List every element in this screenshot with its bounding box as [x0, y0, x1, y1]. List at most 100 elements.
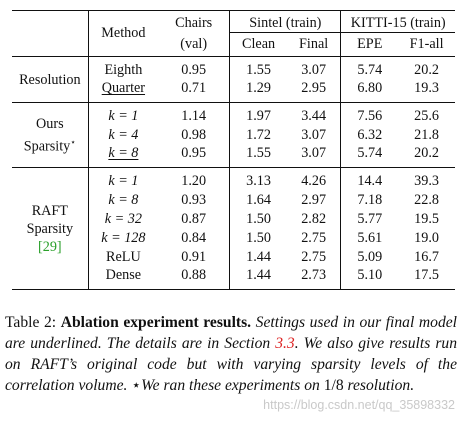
clean-cell: 3.13 [230, 168, 287, 191]
epe-cell: 6.80 [341, 80, 398, 103]
method-cell: k = 1 [88, 103, 158, 126]
chairs-cell-text: 1.14 [181, 107, 207, 124]
caption-text-b: . We also give results run on RAFT’s ori… [5, 335, 457, 394]
epe-cell-text: 5.09 [357, 248, 383, 265]
chairs-cell-text: 0.87 [181, 210, 207, 227]
f1all-cell-text: 39.3 [414, 172, 439, 189]
table-body: Resolution Eighth 0.95 1.55 3.07 5.74 20.2 Quar… [12, 56, 455, 290]
epe-cell: 5.74 [341, 57, 398, 80]
epe-cell-text: 7.18 [357, 191, 383, 208]
method-cell-text: Quarter [101, 80, 146, 97]
chairs-header: Chairs [158, 10, 231, 33]
chairs-cell-text: 1.20 [181, 172, 207, 189]
method-cell-text: Eighth [104, 61, 143, 78]
clean-cell-text: 1.55 [246, 61, 271, 78]
final-cell-text: 3.07 [301, 126, 327, 143]
epe-cell-text: 5.61 [357, 229, 383, 246]
final-cell: 2.82 [286, 209, 342, 229]
method-cell-text: ReLU [106, 248, 141, 265]
final-cell-text: 2.95 [301, 80, 327, 97]
group-label-line2-text: Sparsity [26, 220, 74, 237]
f1all-cell-text: 21.8 [414, 126, 439, 143]
chairs-cell: 0.87 [158, 209, 231, 229]
caption-star: ⋆ [131, 377, 142, 394]
clean-cell: 1.44 [230, 248, 287, 267]
section-ref-link[interactable]: 3.3 [275, 335, 295, 352]
kitti-header: KITTI-15 (train) [340, 10, 455, 33]
table-row: k = 4 0.98 1.72 3.07 6.32 21.8 [12, 125, 455, 145]
watermark-url: https://blog.csdn.net/qq_35898332 [263, 398, 455, 412]
epe-cell-text: 7.56 [357, 107, 383, 124]
table-caption: Table 2: Ablation experiment results. Se… [5, 312, 457, 396]
epe-cell-text: 14.4 [357, 172, 383, 189]
chairs-cell: 0.71 [158, 79, 231, 103]
chairs-cell: 0.95 [158, 56, 231, 80]
table-row: k = 32 0.87 1.50 2.82 5.77 19.5 [12, 209, 455, 229]
final-cell: 4.26 [286, 167, 342, 191]
f1all-cell-text: 25.6 [414, 107, 439, 124]
final-cell: 2.75 [286, 228, 342, 248]
method-cell-text: k = 8 [108, 191, 139, 208]
method-cell: Quarter [88, 80, 158, 103]
table-row: Dense 0.88 1.44 2.73 5.10 17.5 [12, 266, 455, 290]
f1all-cell: 19.0 [398, 229, 455, 248]
caption-prefix: Table 2: [5, 314, 61, 331]
caption-text-d: resolution. [343, 377, 415, 394]
final-cell: 3.07 [286, 125, 342, 145]
chairs-cell-text: 0.95 [181, 61, 207, 78]
ablation-table-container: Method Chairs Sintel (train) KITTI-15 (t… [12, 10, 455, 290]
group-label-line2: Sparsity [12, 220, 88, 238]
f1all-cell-text: 17.5 [414, 267, 439, 284]
epe-cell: 14.4 [341, 168, 398, 191]
chairs-cell: 1.14 [158, 102, 231, 126]
f1all-cell-text: 19.0 [414, 229, 439, 246]
caption-title: Ablation experiment results. [60, 314, 252, 331]
table-row: Ours Sparsity⋆ k = 1 1.14 1.97 3.44 7.56 25.6 [12, 102, 455, 168]
final-cell: 2.97 [286, 190, 342, 210]
f1all-cell-text: 20.2 [414, 145, 439, 162]
method-cell-text: k = 1 [108, 107, 139, 124]
caption-text-a: Settings used in our final model are und… [5, 314, 457, 352]
f1all-cell-text: 19.5 [414, 210, 439, 227]
caption-fraction: 1/8 [323, 377, 344, 394]
epe-cell: 7.18 [341, 191, 398, 210]
final-cell-text: 2.75 [301, 229, 327, 246]
table-row: Resolution Eighth 0.95 1.55 3.07 5.74 20.2 [12, 56, 455, 103]
chairs-cell-text: 0.71 [181, 80, 207, 97]
final-header: Final [286, 32, 342, 57]
clean-cell: 1.50 [230, 229, 287, 248]
method-header: Method [101, 25, 146, 41]
clean-cell: 1.29 [230, 80, 287, 103]
final-cell-text: 4.26 [301, 172, 327, 189]
chairs-cell-text: 0.91 [181, 248, 207, 265]
f1all-cell: 21.8 [398, 126, 455, 145]
clean-cell: 1.97 [230, 103, 287, 126]
chairs-cell-text: 0.98 [181, 126, 207, 143]
group-label-line1: Resolution [19, 71, 81, 88]
final-cell: 3.07 [286, 144, 342, 168]
chairs-cell-text: 0.95 [181, 145, 207, 162]
final-cell: 3.07 [286, 56, 342, 80]
f1all-cell: 20.2 [398, 145, 455, 168]
table-row: ReLU 0.91 1.44 2.75 5.09 16.7 [12, 247, 455, 267]
clean-cell-text: 3.13 [246, 172, 271, 189]
table-row: RAFT Sparsity [29] k = 1 1.20 3.13 4.26 14.4 39.… [12, 167, 455, 290]
citation-link[interactable]: [29] [38, 238, 62, 255]
epe-cell-text: 5.74 [357, 61, 383, 78]
clean-cell: 1.55 [230, 57, 287, 80]
epe-cell: 7.56 [341, 103, 398, 126]
sintel-header: Sintel (train) [229, 10, 342, 33]
f1all-cell: 22.8 [398, 191, 455, 210]
chairs-cell: 0.84 [158, 228, 231, 248]
group-label-star: ⋆ [70, 136, 76, 147]
group-label-line2-text: Sparsity [23, 138, 71, 155]
f1all-cell-text: 16.7 [414, 248, 439, 265]
clean-cell-text: 1.50 [246, 210, 271, 227]
epe-cell: 5.09 [341, 248, 398, 267]
method-cell-text: k = 32 [104, 210, 142, 227]
final-cell: 2.73 [286, 266, 342, 290]
clean-cell: 1.44 [230, 267, 287, 290]
method-cell-text: Dense [105, 267, 142, 284]
epe-cell: 5.10 [341, 267, 398, 290]
chairs-header-line1: Chairs [175, 15, 213, 32]
